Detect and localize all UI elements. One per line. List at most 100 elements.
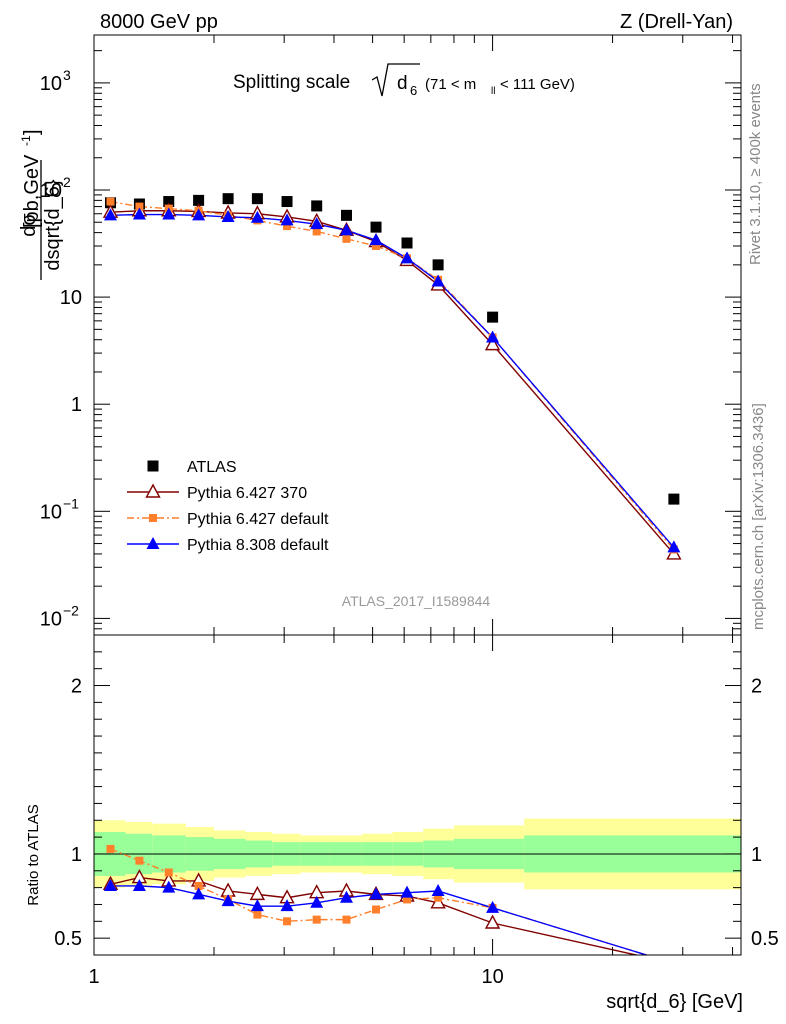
title-range-sub: ll [491,86,495,97]
x-tick-label: 1 [88,966,99,988]
data-point-ratio-3 [369,887,383,900]
data-point-upper-3 [103,208,117,221]
ratio-tick-label: 2 [71,676,82,698]
legend-label-0: ATLAS [187,459,237,476]
data-point-upper-0 [311,200,323,212]
mcplots-label: mcplots.cern.ch [arXiv:1306.3436] [750,403,767,630]
data-point-ratio-2 [106,844,115,853]
legend-label-1: Pythia 6.427 370 [187,485,307,502]
ratio-tick-label-right: 1 [751,844,762,866]
data-point-upper-0 [340,209,352,221]
title-sub-d: d [397,73,408,94]
legend-marker-2 [149,514,157,522]
data-point-upper-3 [192,208,206,221]
data-point-upper-1 [484,336,501,351]
data-point-upper-0 [193,194,205,206]
chart-title: Splitting scale d 6 (71 < m ll < 111 GeV… [233,63,575,98]
data-point-upper-3 [369,233,383,246]
ylabel-close: ] [21,129,43,135]
data-point-ratio-3 [103,878,117,891]
ratio-line-1 [110,876,640,955]
ratio-tick-label: 0.5 [54,928,82,950]
data-point-upper-0 [668,493,680,505]
ratio-tick-label-right: 0.5 [751,928,779,950]
y-tick-label: 10 [40,73,62,95]
y-axis-label-upper: dσ dsqrt{d_6} [18,160,64,280]
data-point-upper-3 [431,274,445,287]
title-main: Splitting scale [233,72,350,93]
x-tick-label: 10 [481,966,503,988]
header-right: Z (Drell-Yan) [620,11,733,33]
data-point-ratio-2 [434,893,443,902]
legend-label-3: Pythia 8.308 default [187,537,329,554]
ratio-line-3 [110,885,649,955]
data-point-upper-0 [222,193,234,205]
data-point-ratio-3 [486,900,500,913]
data-point-ratio-1 [484,914,501,929]
lower-series [102,844,649,955]
data-point-ratio-2 [403,895,412,904]
data-point-upper-3 [280,213,294,226]
data-point-upper-3 [221,209,235,222]
title-range-b: < 111 GeV) [500,76,575,93]
data-point-ratio-2 [342,915,351,924]
data-point-ratio-2 [283,917,292,926]
legend: ATLAS Pythia 6.427 370 Pythia 6.427 defaul… [127,459,329,554]
y-tick-label: 10 [60,287,82,309]
data-point-upper-2 [342,234,351,243]
series-line-1 [110,210,675,555]
data-point-ratio-2 [135,856,144,865]
data-point-ratio-3 [280,899,294,912]
legend-label-2: Pythia 6.427 default [187,511,329,528]
data-point-upper-0 [370,221,382,233]
ylabel-num: dσ [18,213,40,237]
data-point-ratio-2 [194,881,203,890]
ylabel-units: [pb,GeV [21,154,43,228]
y-tick-label: 10 [40,608,62,630]
y-axis-units: [pb,GeV -1 ] [19,129,43,228]
analysis-label: ATLAS_2017_I1589844 [342,593,491,609]
ylabel-exp: -1 [19,135,33,146]
ratio-line-2 [110,848,649,955]
title-sub-6: 6 [410,83,417,98]
data-point-upper-0 [281,196,293,208]
rivet-label: Rivet 3.1.10, ≥ 400k events [747,83,764,265]
data-point-upper-3 [132,207,146,220]
data-point-upper-3 [162,207,176,220]
data-point-upper-3 [339,223,353,236]
data-point-ratio-3 [192,887,206,900]
data-point-upper-3 [310,217,324,230]
data-point-upper-0 [432,259,444,271]
data-point-ratio-1 [430,894,446,909]
data-point-ratio-2 [312,915,321,924]
title-range-a: (71 < m [425,76,476,93]
legend-marker-3 [146,537,160,549]
y-tick-exponent: 3 [63,67,71,83]
upper-series [102,193,682,560]
y-tick-label: 10 [40,180,62,202]
header-left: 8000 GeV pp [100,11,218,33]
data-point-ratio-3 [431,884,445,896]
legend-marker-0 [147,460,159,472]
data-point-ratio-3 [310,895,324,908]
y-tick-label: 1 [71,394,82,416]
data-point-ratio-3 [132,878,146,891]
ylabel-den: dsqrt{d_6} [42,179,64,271]
data-point-ratio-2 [164,868,173,877]
data-point-ratio-3 [400,885,414,898]
y-axis-label-ratio: Ratio to ATLAS [25,804,42,905]
data-point-upper-0 [251,193,263,205]
data-point-ratio-2 [253,910,262,919]
ratio-bands [94,818,741,890]
y-tick-exponent: −2 [63,602,79,618]
ratio-tick-label-right: 2 [751,676,762,698]
data-point-ratio-2 [372,905,381,914]
y-tick-exponent: −1 [63,495,79,511]
lower-frame [93,634,742,956]
data-point-upper-2 [372,241,381,250]
data-point-upper-3 [667,540,681,553]
ratio-tick-label: 1 [71,844,82,866]
data-point-upper-0 [163,196,175,208]
